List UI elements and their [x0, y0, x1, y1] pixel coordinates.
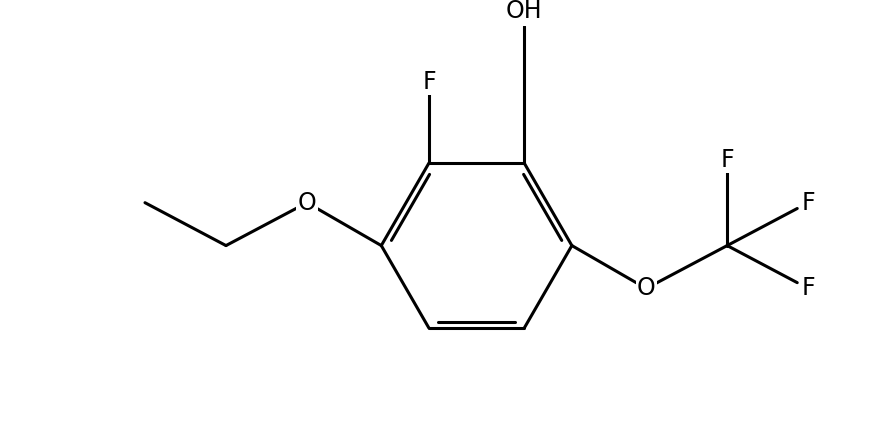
Text: O: O: [297, 191, 316, 215]
Text: F: F: [422, 70, 435, 94]
Text: F: F: [801, 191, 815, 215]
Text: F: F: [801, 276, 815, 300]
Text: OH: OH: [506, 0, 543, 23]
Text: O: O: [637, 276, 656, 300]
Text: F: F: [720, 148, 734, 172]
